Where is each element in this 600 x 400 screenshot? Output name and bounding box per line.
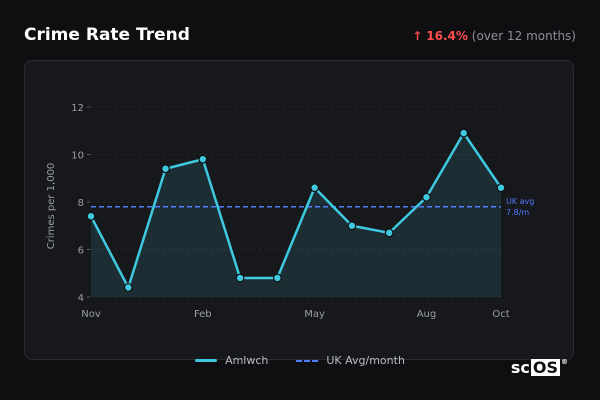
data-point [86,211,96,221]
legend-item-average[interactable]: UK Avg/month [296,354,405,367]
logo-prefix: sc [510,358,530,377]
x-tick-label: Nov [81,309,101,320]
uk-average-label: UK avg [506,197,534,206]
chart-legend: Amlwch UK Avg/month [0,354,600,367]
data-point [384,228,394,238]
x-tick-label: May [304,309,325,320]
chart-title: Crime Rate Trend [24,25,190,45]
y-tick-label: 8 [78,198,84,209]
data-point [347,221,357,231]
trend-summary: ↑ 16.4% (over 12 months) [412,29,576,43]
data-point [198,154,208,164]
legend-item-series[interactable]: Amlwch [195,354,268,367]
x-tick-label: Oct [492,309,509,320]
trend-note: (over 12 months) [471,29,576,43]
y-tick-label: 10 [71,151,84,162]
data-point [310,183,320,193]
legend-series-label: Amlwch [225,354,269,367]
average-swatch [296,359,319,362]
data-point [422,192,431,202]
logo-registered-mark: ® [561,358,568,366]
y-tick-label: 4 [78,293,84,304]
data-point [123,283,133,292]
data-point [235,273,245,283]
x-tick-label: Aug [417,309,437,320]
trend-percentage: 16.4% [426,29,468,43]
data-point [459,128,469,138]
y-tick-label: 12 [71,103,84,114]
uk-average-value: 7.8/m [506,208,529,217]
trend-up-arrow-icon: ↑ [412,29,423,43]
data-point [272,273,282,283]
chart-card [24,60,574,360]
series-line [89,131,503,289]
scos-logo: sc OS ® [511,358,568,377]
legend-average-label: UK Avg/month [326,354,405,367]
data-point [496,183,506,193]
data-point [161,164,170,174]
series-swatch [195,359,218,362]
series-area [91,133,501,297]
y-axis-label: Crimes per 1,000 [46,163,57,250]
logo-boxed-text: OS [530,358,560,377]
x-tick-label: Feb [194,309,212,320]
y-tick-label: 6 [78,246,84,257]
